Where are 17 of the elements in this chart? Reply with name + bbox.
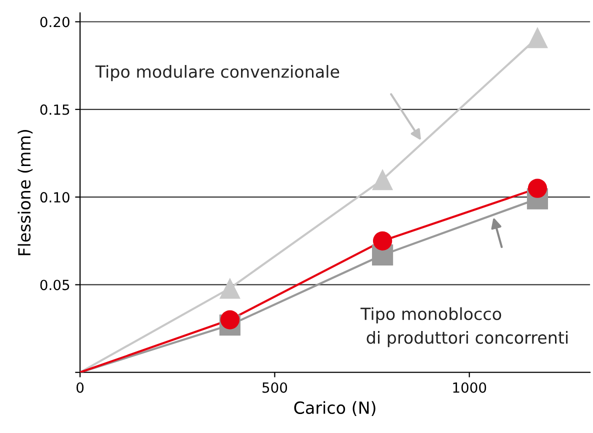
y-axis-title: Flessione (mm) — [18, 130, 33, 256]
y-tick-label: 0.15 — [40, 104, 70, 115]
annotation: Tipo modulare convenzionale — [95, 65, 340, 82]
point — [219, 278, 240, 299]
x-tick-label: 0 — [76, 382, 84, 393]
x-tick-label: 1000 — [453, 382, 486, 393]
point — [220, 310, 240, 330]
y-tick-label: 0.10 — [40, 192, 70, 203]
x-tick-label: 500 — [262, 382, 288, 393]
y-tick-label: 0.05 — [40, 280, 70, 290]
point — [372, 169, 394, 190]
point — [528, 178, 548, 198]
point — [526, 27, 548, 48]
point — [372, 231, 392, 250]
y-tick-label: 0.20 — [40, 16, 70, 28]
annotation: Tipo monoblocco di produttori concorrenti — [360, 307, 568, 348]
x-axis-title: Carico (N) — [294, 401, 376, 416]
